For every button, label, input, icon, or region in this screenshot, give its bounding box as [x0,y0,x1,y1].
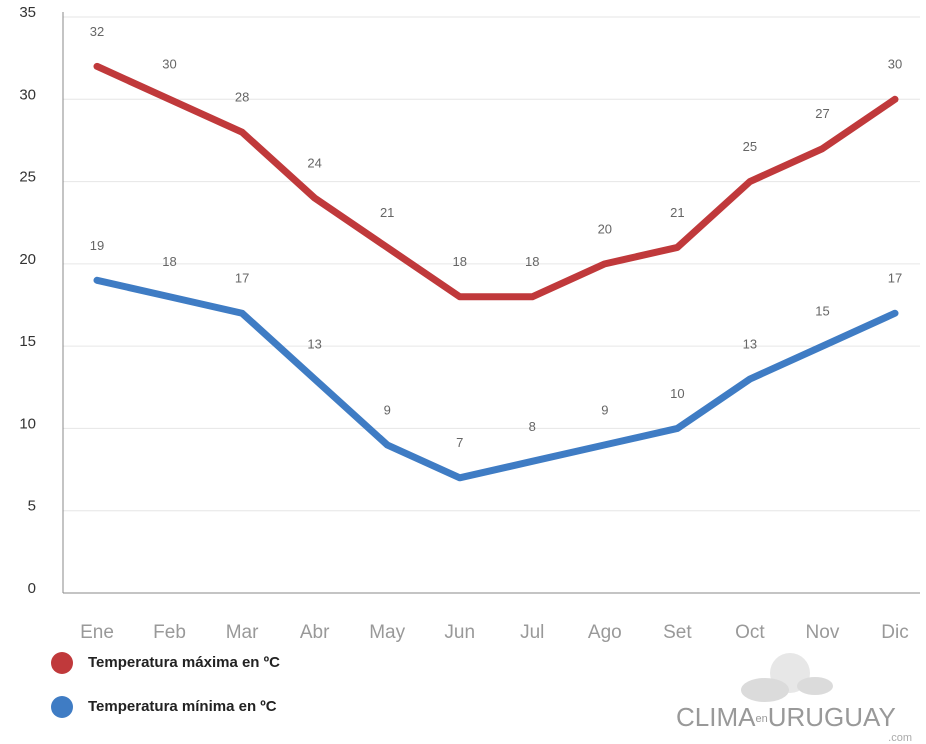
data-label: 21 [380,205,394,220]
watermark-domain: .com [888,732,912,744]
data-label: 9 [601,402,608,417]
data-label: 27 [815,106,829,121]
y-tick-label: 35 [19,4,36,21]
y-tick-label: 20 [19,251,36,268]
x-tick-label: Set [663,622,692,643]
data-label: 18 [162,254,176,269]
legend-label: Temperatura máxima en ºC [88,654,280,671]
x-tick-label: Feb [153,622,186,643]
data-label: 25 [743,139,757,154]
watermark-icon [741,653,833,702]
data-label: 17 [888,271,902,286]
data-label: 13 [743,336,757,351]
data-label: 18 [452,254,466,269]
series-line [93,276,899,482]
y-tick-label: 25 [19,169,36,186]
x-tick-label: Ene [80,622,114,643]
data-label: 8 [529,419,536,434]
data-label: 7 [456,435,463,450]
series-line [93,62,899,301]
data-label: 17 [235,271,249,286]
watermark-country: URUGUAY [768,702,896,732]
x-tick-label: Oct [735,622,765,643]
x-tick-label: May [369,622,405,643]
x-tick-label: Mar [226,622,259,643]
x-tick-label: Ago [588,622,622,643]
data-label: 15 [815,304,829,319]
x-tick-label: Jul [520,622,544,643]
y-tick-label: 0 [28,580,36,597]
data-label: 28 [235,90,249,105]
x-tick-label: Abr [300,622,330,643]
data-label: 30 [888,57,902,72]
data-label: 30 [162,57,176,72]
data-label: 19 [90,238,104,253]
y-tick-label: 10 [19,415,36,432]
y-tick-label: 15 [19,333,36,350]
watermark-brand: CLIMA [676,702,756,732]
x-tick-label: Dic [881,622,908,643]
data-label: 21 [670,205,684,220]
data-label: 20 [598,221,612,236]
data-label: 32 [90,24,104,39]
legend-marker [51,652,73,674]
x-tick-label: Jun [444,622,475,643]
legend-marker [51,696,73,718]
legend-label: Temperatura mínima en ºC [88,698,277,715]
data-label: 18 [525,254,539,269]
y-tick-label: 5 [28,498,36,515]
watermark-mid: en [755,713,767,725]
watermark: CLIMAenURUGUAY [676,702,896,732]
data-label: 10 [670,386,684,401]
y-tick-label: 30 [19,86,36,103]
data-label: 9 [384,402,391,417]
x-tick-label: Nov [806,622,840,643]
data-label: 13 [307,336,321,351]
data-label: 24 [307,155,321,170]
